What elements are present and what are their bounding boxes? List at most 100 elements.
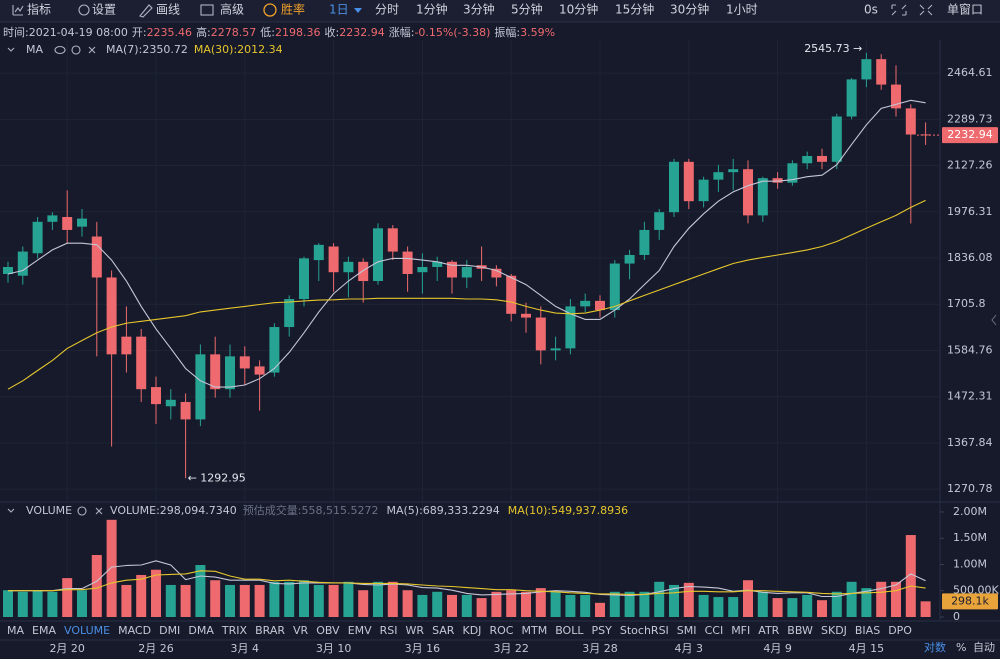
indicator-tab[interactable]: MA [7,624,24,637]
candle-body [787,163,798,183]
fullscreen-icon[interactable] [891,4,907,16]
indicator-tab[interactable]: ATR [758,624,779,637]
period-option[interactable]: 1小时 [726,3,758,17]
indicator-tab[interactable]: CCI [705,624,724,637]
volume-bar [402,590,413,617]
indicator-tab[interactable]: BRAR [255,624,285,637]
indicator-tab[interactable]: VOLUME [64,624,110,637]
indicator-tab[interactable]: DPO [888,624,912,637]
period-option[interactable]: 1分钟 [416,2,448,17]
volume-bar [535,588,546,617]
candle-body [624,254,635,264]
indicator-tab[interactable]: PSY [592,624,613,637]
indicator-tab[interactable]: DMA [188,624,214,637]
indicator-tab[interactable]: StochRSI [620,624,669,637]
scroll-handle[interactable] [991,314,997,326]
volume-bar [225,584,235,617]
candle-body [861,59,872,80]
period-option[interactable]: 30分钟 [670,2,709,17]
indicator-tab[interactable]: SKDJ [821,624,847,637]
candle-body [210,354,221,390]
volume-bar [876,581,887,617]
legend-value: 2350.72 [142,43,188,56]
shrink-icon[interactable] [919,4,933,16]
toolbar-item[interactable]: 指标 [27,2,51,17]
candle-body [802,155,813,164]
candle-body [728,169,739,173]
scale-option[interactable]: 自动 [973,641,995,654]
x-tick-label: 4月 3 [675,642,704,655]
indicator-tab[interactable]: VR [293,624,309,637]
indicator-tab[interactable]: OBV [316,624,340,637]
volume-bar [180,584,191,617]
volume-bar [136,574,147,617]
close-icon[interactable] [95,507,103,515]
legend-value: 549,937.8936 [551,504,628,517]
toolbar-item[interactable]: 设置 [92,3,116,17]
volume-bar [920,601,931,617]
y-tick-label: 1836.08 [947,251,993,264]
close-icon[interactable] [88,46,96,54]
window-mode[interactable]: 单窗口 [947,3,983,17]
period-option[interactable]: 15分钟 [615,2,654,17]
indicator-tab[interactable]: MFI [731,624,750,637]
indicator-tab[interactable]: KDJ [463,624,482,637]
indicator-tab[interactable]: WR [406,624,425,637]
indicator-tab[interactable]: MTM [522,624,548,637]
indicator-tab[interactable]: SMI [677,624,697,637]
y-tick-label: 2127.26 [947,159,993,172]
candle-body [817,155,827,162]
volume-bar [254,584,265,617]
volume-bar [565,594,576,617]
indicator-tab[interactable]: MACD [118,624,151,637]
indicator-tab[interactable]: BIAS [855,624,880,637]
candle-body [77,218,87,227]
winrate-button[interactable]: 胜率 [281,2,305,17]
indicator-name: MA [26,43,43,56]
candle-body [639,229,650,255]
y-tick-label: 1976.31 [947,205,993,218]
gear-icon[interactable] [71,45,81,55]
indicator-tab[interactable]: ROC [490,624,514,637]
volume-bar [654,581,665,617]
period-option[interactable]: 3分钟 [463,2,495,17]
period-option[interactable]: 10分钟 [559,2,598,17]
indicator-icon[interactable] [12,5,24,16]
toolbar-item[interactable]: 高级 [220,2,244,17]
indicator-tab[interactable]: SAR [432,624,455,637]
ma-line [7,99,926,388]
volume-bar [580,594,591,617]
scale-option[interactable]: % [956,641,966,654]
x-tick-label: 3月 10 [316,642,352,655]
indicator-tab[interactable]: EMV [348,624,372,637]
legend-sep: : [419,504,423,517]
indicator-tab[interactable]: BOLL [555,624,584,637]
candle-body [461,266,472,278]
volume-bar [861,588,872,617]
toolbar-item[interactable]: 画线 [156,3,180,17]
candle-body [225,356,235,390]
marks [3,52,998,617]
eye-icon[interactable] [54,45,66,55]
advanced-icon[interactable] [200,4,214,16]
period-option[interactable]: 分时 [375,3,399,17]
volume-bar [387,581,398,617]
period-selected[interactable]: 1日 [329,3,349,17]
volume-legend: VOLUME:298,094.7340 预估成交量:558,515.5272 MA(… [110,503,628,517]
period-dropdown[interactable] [354,8,362,13]
indicator-tab[interactable]: EMA [32,624,56,637]
draw-icon[interactable] [139,4,153,18]
collapse-icon[interactable] [7,47,15,52]
scale-option[interactable]: 对数 [924,640,946,654]
settings-icon[interactable] [78,4,90,16]
indicator-tab[interactable]: DMI [159,624,180,637]
indicator-tab[interactable]: RSI [380,624,398,637]
indicator-tab[interactable]: TRIX [221,624,248,637]
collapse-icon[interactable] [7,508,15,513]
winrate-icon[interactable] [263,3,277,17]
indicator-tab[interactable]: BBW [787,624,813,637]
period-option[interactable]: 5分钟 [511,2,543,17]
gear-icon[interactable] [77,506,87,516]
candle-body [62,216,73,230]
volume-bar [3,590,13,617]
